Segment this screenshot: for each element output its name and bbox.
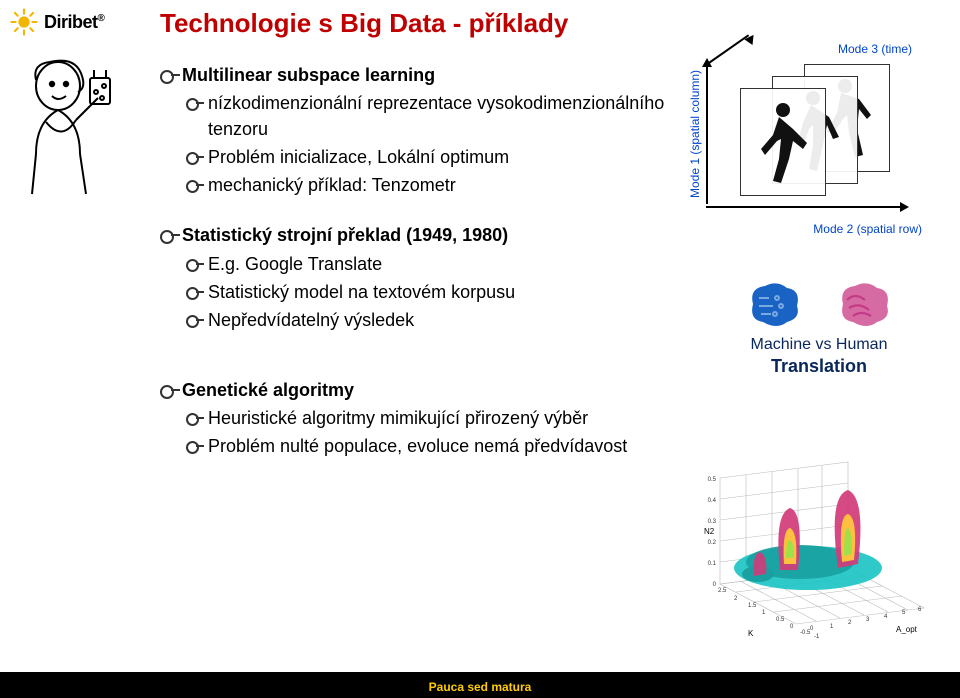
svg-text:3: 3 xyxy=(866,617,870,623)
sun-icon xyxy=(10,8,38,36)
section1-item1: nízkodimenzionální reprezentace vysokodi… xyxy=(160,90,700,142)
section1-item2: Problém inicializace, Lokální optimum xyxy=(160,144,700,170)
svg-text:0.5: 0.5 xyxy=(776,617,785,623)
svg-text:5: 5 xyxy=(902,610,906,616)
mvh-line1: Machine vs Human xyxy=(714,336,924,354)
side-cartoon-illustration xyxy=(6,50,126,200)
slide-title: Technologie s Big Data - příklady xyxy=(160,8,568,39)
svg-text:0.2: 0.2 xyxy=(708,540,717,546)
section2-item2: Statistický model na textovém korpusu xyxy=(160,279,700,305)
svg-text:2: 2 xyxy=(734,596,738,602)
section1-item3: mechanický příklad: Tenzometr xyxy=(160,172,700,198)
footer-text: Pauca sed matura xyxy=(429,680,532,694)
svg-text:1: 1 xyxy=(830,624,834,630)
ga-surface-plot: 0 0.1 0.2 0.3 0.4 0.5 N2 2.5 2 1.5 1 0.5… xyxy=(688,458,938,638)
svg-text:0.3: 0.3 xyxy=(708,519,717,525)
section1-title: Multilinear subspace learning xyxy=(160,62,700,88)
section3-item2: Problém nulté populace, evoluce nemá pře… xyxy=(160,433,700,459)
svg-text:0.5: 0.5 xyxy=(708,477,717,483)
content: Multilinear subspace learning nízkodimen… xyxy=(160,56,700,459)
svg-text:0.1: 0.1 xyxy=(708,561,717,567)
section3-title: Genetické algoritmy xyxy=(160,377,700,403)
section3-item1: Heuristické algoritmy mimikující přiroze… xyxy=(160,405,700,431)
section2-item1: E.g. Google Translate xyxy=(160,251,700,277)
logo-text: Diribet® xyxy=(44,12,104,33)
svg-text:4: 4 xyxy=(884,614,888,620)
mvh-line2: Translation xyxy=(714,356,924,377)
ga-y-label: K xyxy=(748,629,754,638)
svg-text:0: 0 xyxy=(713,582,717,588)
svg-text:0.4: 0.4 xyxy=(708,498,717,504)
tensor-mode1-label: Mode 1 (spatial column) xyxy=(688,70,702,198)
section2-title: Statistický strojní překlad (1949, 1980) xyxy=(160,222,700,248)
svg-text:1.5: 1.5 xyxy=(748,603,757,609)
tensor-mode2-label: Mode 2 (spatial row) xyxy=(702,222,932,236)
tensor-axes: Mode 1 (spatial column) xyxy=(720,58,930,218)
machine-vs-human-figure: Machine vs Human Translation xyxy=(714,278,924,377)
ga-z-label: N2 xyxy=(704,527,715,536)
human-brain-icon xyxy=(833,278,895,330)
brand: Diribet® xyxy=(10,8,104,36)
tensor-figure: Mode 3 (time) Mode 1 (spatial column) Mo… xyxy=(702,42,932,236)
svg-text:6: 6 xyxy=(918,607,922,613)
section2-item3: Nepředvídatelný výsledek xyxy=(160,307,700,333)
svg-text:1: 1 xyxy=(762,610,766,616)
svg-text:0: 0 xyxy=(790,624,794,630)
svg-text:2.5: 2.5 xyxy=(718,588,727,594)
machine-brain-icon xyxy=(743,278,805,330)
svg-text:-1: -1 xyxy=(814,634,820,638)
ga-x-label: A_opt xyxy=(896,625,918,634)
svg-text:2: 2 xyxy=(848,620,852,626)
svg-text:0: 0 xyxy=(810,626,814,632)
